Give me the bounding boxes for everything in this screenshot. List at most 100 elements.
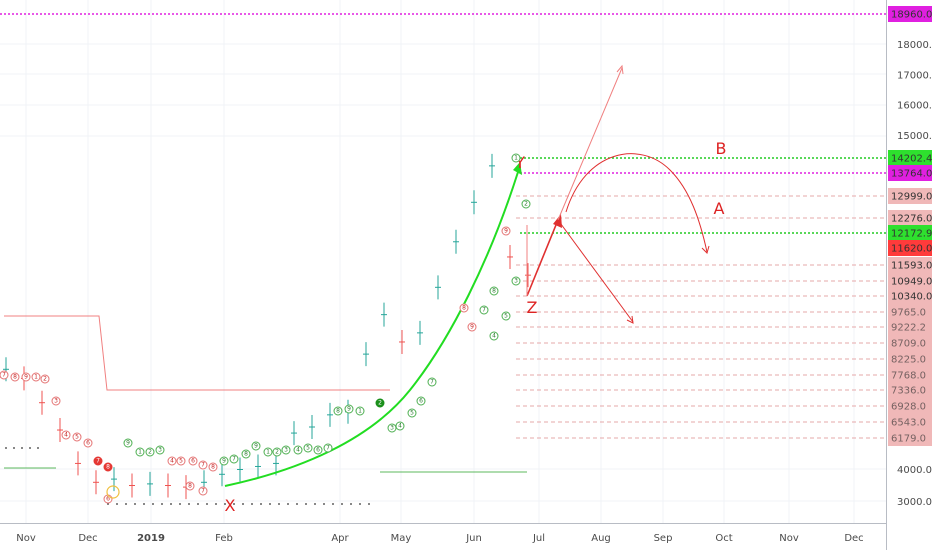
- projection-arc: [565, 153, 708, 253]
- projection-arrowhead: [616, 64, 624, 75]
- arc-arrowhead: [513, 162, 522, 175]
- y-tick-label: 4000.0: [897, 465, 932, 476]
- wave-arrow: [526, 219, 559, 297]
- td-count-label: 8: [106, 464, 110, 471]
- td-count-label: 9: [470, 324, 474, 331]
- wave-label: Z: [527, 298, 538, 317]
- dotted-marker: [134, 503, 136, 505]
- td-count-label: 8: [244, 451, 248, 458]
- td-count-label: 1: [34, 374, 38, 381]
- td-count-label: 2: [524, 201, 528, 208]
- price-level-badge: [888, 273, 932, 289]
- td-count-marker: [521, 199, 531, 209]
- td-count-marker: [375, 398, 385, 408]
- td-count-marker: [31, 372, 41, 382]
- projection-arrowhead: [626, 315, 634, 324]
- td-count-marker: [198, 460, 208, 470]
- price-level-badge: [888, 335, 932, 351]
- td-count-label: 3: [514, 278, 518, 285]
- badge-strip: [888, 304, 932, 446]
- td-count-marker: [263, 447, 273, 457]
- td-count-marker: [145, 447, 155, 457]
- dotted-marker: [37, 447, 39, 449]
- wave-label: A: [714, 199, 725, 218]
- price-level-badge: [888, 257, 932, 273]
- y-tick-label: 17000.0: [897, 70, 932, 81]
- dotted-marker: [287, 503, 289, 505]
- td-count-label: 4: [170, 458, 174, 465]
- td-count-label: 7: [201, 462, 205, 469]
- price-level-badge: [888, 398, 932, 414]
- td-count-label: 1: [138, 449, 142, 456]
- td-count-label: 9: [24, 374, 28, 381]
- price-level-label: 6543.0: [891, 418, 926, 429]
- parabolic-arc: [224, 171, 519, 487]
- td-count-marker: [281, 445, 291, 455]
- price-level-label: 10340.0: [891, 292, 932, 303]
- dotted-marker: [29, 447, 31, 449]
- dotted-marker: [359, 503, 361, 505]
- x-tick-label: Feb: [215, 533, 233, 544]
- price-level-badge: [888, 150, 932, 166]
- price-level-label: 10949.0: [891, 277, 932, 288]
- price-level-label: 9765.0: [891, 308, 926, 319]
- price-level-badge: [888, 240, 932, 256]
- wave-label: X: [225, 496, 236, 515]
- td-count-marker: [489, 286, 499, 296]
- td-count-marker: [0, 370, 9, 380]
- dotted-marker: [332, 503, 334, 505]
- x-tick-label: Aug: [591, 533, 611, 544]
- td-count-label: 8: [13, 374, 17, 381]
- td-count-marker: [72, 432, 82, 442]
- dotted-marker: [152, 503, 154, 505]
- td-count-label: 6: [316, 447, 320, 454]
- td-count-marker: [293, 445, 303, 455]
- td-count-marker: [155, 445, 165, 455]
- dotted-marker: [116, 503, 118, 505]
- projection-arrow-up: [557, 67, 623, 221]
- price-level-label: 12999.0: [891, 192, 932, 203]
- price-level-badge: [888, 414, 932, 430]
- td-count-marker: [323, 443, 333, 453]
- price-level-label: 6179.0: [891, 434, 926, 445]
- price-level-badge: [888, 165, 932, 181]
- dotted-marker: [21, 447, 23, 449]
- price-level-label: 12276.0: [891, 214, 932, 225]
- td-count-label: 2: [275, 449, 279, 456]
- projection-arrow-down: [557, 219, 634, 323]
- dotted-marker: [125, 503, 127, 505]
- price-level-label: 11593.0: [891, 261, 932, 272]
- td-count-marker: [208, 462, 218, 472]
- y-tick-label: 3000.0: [897, 497, 932, 508]
- y-tick-label: 15000.0: [897, 131, 932, 142]
- dotted-marker: [143, 503, 145, 505]
- dotted-marker: [224, 503, 226, 505]
- x-tick-label: Jul: [532, 533, 545, 544]
- dotted-marker: [341, 503, 343, 505]
- td-count-label: 8: [336, 408, 340, 415]
- dotted-marker: [305, 503, 307, 505]
- td-count-marker: [21, 372, 31, 382]
- price-level-label: 7768.0: [891, 371, 926, 382]
- td-count-marker: [333, 406, 343, 416]
- td-count-label: 2: [378, 400, 382, 407]
- td-count-marker: [459, 303, 469, 313]
- dotted-marker: [206, 503, 208, 505]
- price-level-label: 12172.9: [891, 229, 932, 240]
- dotted-marker: [278, 503, 280, 505]
- td-count-label: 5: [179, 458, 183, 465]
- td-count-marker: [83, 438, 93, 448]
- td-count-label: 8: [188, 483, 192, 490]
- x-tick-label: Oct: [715, 533, 732, 544]
- td-count-marker: [303, 443, 313, 453]
- dotted-marker: [314, 503, 316, 505]
- td-count-label: 7: [232, 456, 236, 463]
- td-count-label: 1: [266, 449, 270, 456]
- td-count-marker: [511, 276, 521, 286]
- price-level-badge: [888, 210, 932, 226]
- dotted-marker: [350, 503, 352, 505]
- price-level-label: 6928.0: [891, 402, 926, 413]
